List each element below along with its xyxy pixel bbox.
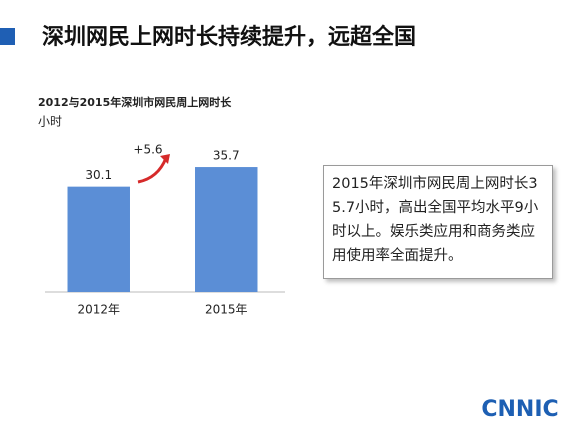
slide-title: 深圳网民上网时长持续提升，远超全国 — [42, 24, 416, 50]
title-marker — [0, 28, 15, 45]
logo: CNNIC — [481, 397, 558, 422]
x-tick-label: 2015年 — [205, 303, 248, 317]
bar — [67, 186, 130, 292]
arrow — [137, 157, 168, 184]
chart-title: 2012与2015年深圳市网民周上网时长 — [38, 95, 232, 109]
value-label: 35.7 — [213, 149, 240, 163]
arrow-head — [160, 154, 170, 164]
bar — [195, 167, 258, 292]
x-tick-label: 2012年 — [77, 303, 120, 317]
callout: 2015年深圳市网民周上网时长35.7小时，高出全国平均水平9小时以上。娱乐类应… — [323, 165, 553, 279]
value-label: 30.1 — [85, 168, 112, 182]
annotation: +5.6 — [133, 143, 162, 157]
y-unit: 小时 — [38, 115, 62, 129]
